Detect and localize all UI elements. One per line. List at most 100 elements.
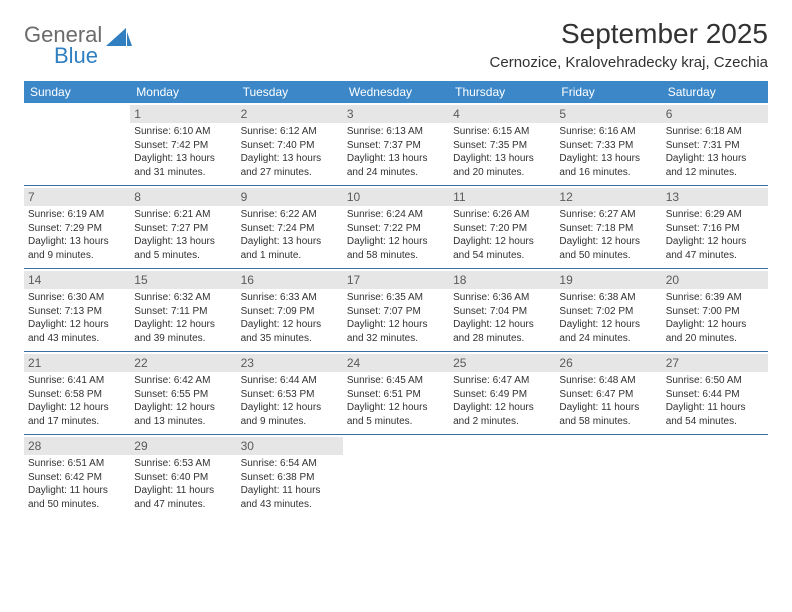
day-number: 11	[449, 188, 555, 206]
header: General Blue September 2025 Cernozice, K…	[24, 18, 768, 71]
day-cell	[24, 103, 130, 186]
day-cell: 9Sunrise: 6:22 AMSunset: 7:24 PMDaylight…	[237, 186, 343, 269]
dayhead-mon: Monday	[130, 81, 236, 103]
daylight-text: and 2 minutes.	[453, 415, 551, 429]
week-row: 21Sunrise: 6:41 AMSunset: 6:58 PMDayligh…	[24, 352, 768, 435]
sunset-text: Sunset: 7:22 PM	[347, 222, 445, 236]
dayhead-wed: Wednesday	[343, 81, 449, 103]
day-number: 10	[343, 188, 449, 206]
daylight-text: and 43 minutes.	[241, 498, 339, 512]
daylight-text: and 16 minutes.	[559, 166, 657, 180]
daylight-text: Daylight: 13 hours	[28, 235, 126, 249]
day-cell: 3Sunrise: 6:13 AMSunset: 7:37 PMDaylight…	[343, 103, 449, 186]
day-number: 15	[130, 271, 236, 289]
sunrise-text: Sunrise: 6:41 AM	[28, 374, 126, 388]
sunset-text: Sunset: 6:47 PM	[559, 388, 657, 402]
sunrise-text: Sunrise: 6:18 AM	[666, 125, 764, 139]
day-cell: 17Sunrise: 6:35 AMSunset: 7:07 PMDayligh…	[343, 269, 449, 352]
title-block: September 2025 Cernozice, Kralovehradeck…	[490, 18, 768, 71]
daylight-text: and 5 minutes.	[347, 415, 445, 429]
dayhead-sat: Saturday	[662, 81, 768, 103]
day-number: 19	[555, 271, 661, 289]
sunrise-text: Sunrise: 6:32 AM	[134, 291, 232, 305]
daylight-text: and 24 minutes.	[347, 166, 445, 180]
day-cell: 15Sunrise: 6:32 AMSunset: 7:11 PMDayligh…	[130, 269, 236, 352]
day-cell: 30Sunrise: 6:54 AMSunset: 6:38 PMDayligh…	[237, 435, 343, 518]
sunrise-text: Sunrise: 6:27 AM	[559, 208, 657, 222]
sunrise-text: Sunrise: 6:44 AM	[241, 374, 339, 388]
sunrise-text: Sunrise: 6:10 AM	[134, 125, 232, 139]
sunset-text: Sunset: 7:09 PM	[241, 305, 339, 319]
daylight-text: and 31 minutes.	[134, 166, 232, 180]
sunset-text: Sunset: 7:20 PM	[453, 222, 551, 236]
day-number: 20	[662, 271, 768, 289]
brand-logo: General Blue	[24, 18, 132, 67]
day-number: 30	[237, 437, 343, 455]
day-cell: 28Sunrise: 6:51 AMSunset: 6:42 PMDayligh…	[24, 435, 130, 518]
sunrise-text: Sunrise: 6:15 AM	[453, 125, 551, 139]
dayhead-fri: Friday	[555, 81, 661, 103]
daylight-text: Daylight: 12 hours	[134, 318, 232, 332]
day-number: 16	[237, 271, 343, 289]
sunset-text: Sunset: 6:38 PM	[241, 471, 339, 485]
sunset-text: Sunset: 6:42 PM	[28, 471, 126, 485]
day-number: 26	[555, 354, 661, 372]
daylight-text: and 28 minutes.	[453, 332, 551, 346]
daylight-text: Daylight: 12 hours	[453, 235, 551, 249]
daylight-text: Daylight: 12 hours	[241, 318, 339, 332]
day-number: 2	[237, 105, 343, 123]
sunrise-text: Sunrise: 6:45 AM	[347, 374, 445, 388]
day-cell: 4Sunrise: 6:15 AMSunset: 7:35 PMDaylight…	[449, 103, 555, 186]
day-cell: 26Sunrise: 6:48 AMSunset: 6:47 PMDayligh…	[555, 352, 661, 435]
daylight-text: Daylight: 13 hours	[241, 235, 339, 249]
sunrise-text: Sunrise: 6:26 AM	[453, 208, 551, 222]
sunrise-text: Sunrise: 6:24 AM	[347, 208, 445, 222]
daylight-text: Daylight: 11 hours	[28, 484, 126, 498]
day-cell: 7Sunrise: 6:19 AMSunset: 7:29 PMDaylight…	[24, 186, 130, 269]
day-number: 18	[449, 271, 555, 289]
sunrise-text: Sunrise: 6:50 AM	[666, 374, 764, 388]
daylight-text: and 32 minutes.	[347, 332, 445, 346]
location-text: Cernozice, Kralovehradecky kraj, Czechia	[490, 54, 768, 71]
day-number: 13	[662, 188, 768, 206]
day-cell: 24Sunrise: 6:45 AMSunset: 6:51 PMDayligh…	[343, 352, 449, 435]
sunset-text: Sunset: 6:53 PM	[241, 388, 339, 402]
daylight-text: and 58 minutes.	[347, 249, 445, 263]
day-number: 28	[24, 437, 130, 455]
sunrise-text: Sunrise: 6:39 AM	[666, 291, 764, 305]
day-number: 14	[24, 271, 130, 289]
sunrise-text: Sunrise: 6:22 AM	[241, 208, 339, 222]
calendar-table: Sunday Monday Tuesday Wednesday Thursday…	[24, 81, 768, 517]
daylight-text: and 24 minutes.	[559, 332, 657, 346]
day-cell: 6Sunrise: 6:18 AMSunset: 7:31 PMDaylight…	[662, 103, 768, 186]
daylight-text: and 35 minutes.	[241, 332, 339, 346]
day-cell: 27Sunrise: 6:50 AMSunset: 6:44 PMDayligh…	[662, 352, 768, 435]
sunrise-text: Sunrise: 6:30 AM	[28, 291, 126, 305]
sunset-text: Sunset: 7:00 PM	[666, 305, 764, 319]
week-row: 14Sunrise: 6:30 AMSunset: 7:13 PMDayligh…	[24, 269, 768, 352]
daylight-text: Daylight: 12 hours	[134, 401, 232, 415]
daylight-text: Daylight: 11 hours	[134, 484, 232, 498]
sunset-text: Sunset: 6:49 PM	[453, 388, 551, 402]
sunset-text: Sunset: 7:40 PM	[241, 139, 339, 153]
sunrise-text: Sunrise: 6:21 AM	[134, 208, 232, 222]
daylight-text: and 54 minutes.	[453, 249, 551, 263]
day-cell: 22Sunrise: 6:42 AMSunset: 6:55 PMDayligh…	[130, 352, 236, 435]
daylight-text: Daylight: 13 hours	[134, 152, 232, 166]
day-cell: 2Sunrise: 6:12 AMSunset: 7:40 PMDaylight…	[237, 103, 343, 186]
sunrise-text: Sunrise: 6:47 AM	[453, 374, 551, 388]
sunrise-text: Sunrise: 6:48 AM	[559, 374, 657, 388]
day-number: 17	[343, 271, 449, 289]
day-number: 3	[343, 105, 449, 123]
daylight-text: and 50 minutes.	[559, 249, 657, 263]
daylight-text: Daylight: 12 hours	[347, 318, 445, 332]
daylight-text: Daylight: 12 hours	[666, 318, 764, 332]
daylight-text: Daylight: 12 hours	[453, 318, 551, 332]
sunrise-text: Sunrise: 6:36 AM	[453, 291, 551, 305]
sunset-text: Sunset: 7:29 PM	[28, 222, 126, 236]
day-cell: 12Sunrise: 6:27 AMSunset: 7:18 PMDayligh…	[555, 186, 661, 269]
daylight-text: Daylight: 12 hours	[453, 401, 551, 415]
day-number: 7	[24, 188, 130, 206]
day-number: 4	[449, 105, 555, 123]
sunset-text: Sunset: 7:42 PM	[134, 139, 232, 153]
